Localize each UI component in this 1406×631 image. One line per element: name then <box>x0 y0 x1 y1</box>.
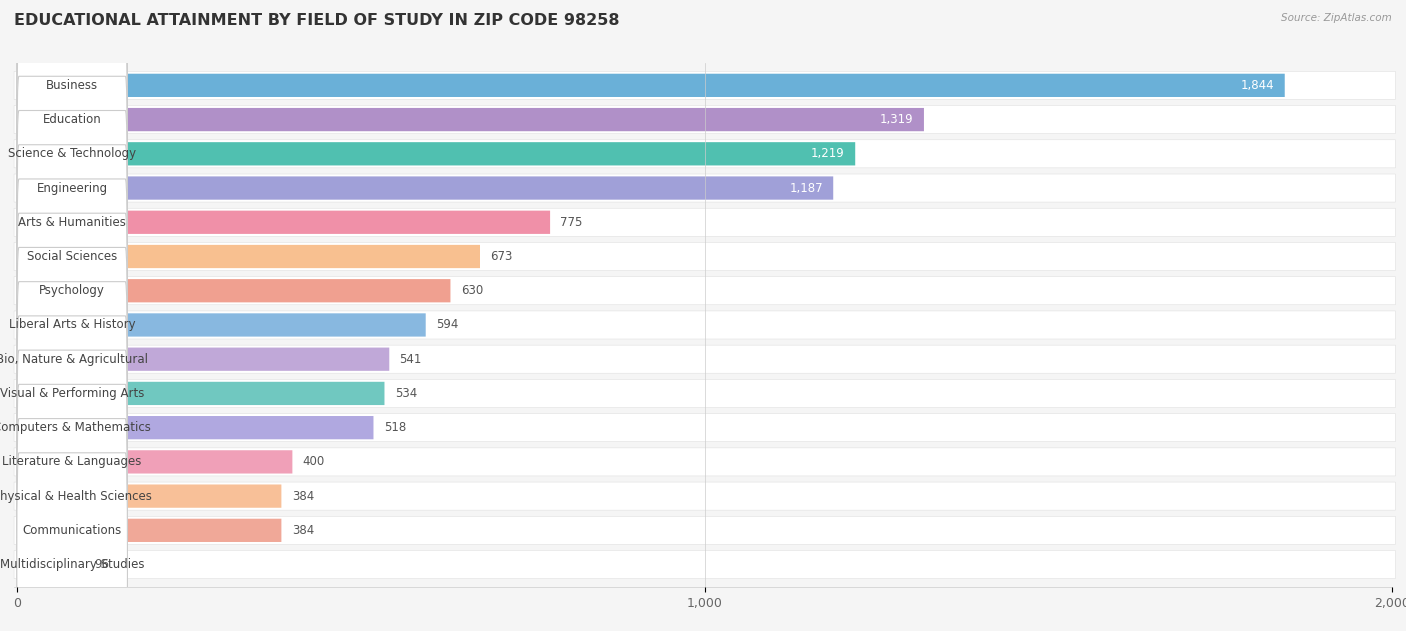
Text: Engineering: Engineering <box>37 182 108 194</box>
Text: 384: 384 <box>291 524 314 537</box>
Text: Source: ZipAtlas.com: Source: ZipAtlas.com <box>1281 13 1392 23</box>
FancyBboxPatch shape <box>14 448 1395 476</box>
Text: Visual & Performing Arts: Visual & Performing Arts <box>0 387 145 400</box>
FancyBboxPatch shape <box>14 311 1395 339</box>
FancyBboxPatch shape <box>17 108 924 131</box>
FancyBboxPatch shape <box>14 482 1395 510</box>
FancyBboxPatch shape <box>17 485 281 508</box>
Text: 630: 630 <box>461 284 484 297</box>
Text: Physical & Health Sciences: Physical & Health Sciences <box>0 490 152 503</box>
Text: 384: 384 <box>291 490 314 503</box>
FancyBboxPatch shape <box>17 350 128 574</box>
Text: 534: 534 <box>395 387 418 400</box>
FancyBboxPatch shape <box>17 418 128 631</box>
FancyBboxPatch shape <box>14 345 1395 373</box>
Text: 594: 594 <box>436 319 458 331</box>
FancyBboxPatch shape <box>14 208 1395 236</box>
Text: Business: Business <box>46 79 98 92</box>
FancyBboxPatch shape <box>17 42 128 266</box>
FancyBboxPatch shape <box>14 414 1395 442</box>
Text: Liberal Arts & History: Liberal Arts & History <box>8 319 135 331</box>
FancyBboxPatch shape <box>17 382 384 405</box>
FancyBboxPatch shape <box>17 0 128 197</box>
FancyBboxPatch shape <box>17 76 128 300</box>
Text: Multidisciplinary Studies: Multidisciplinary Studies <box>0 558 145 571</box>
FancyBboxPatch shape <box>14 105 1395 134</box>
Text: EDUCATIONAL ATTAINMENT BY FIELD OF STUDY IN ZIP CODE 98258: EDUCATIONAL ATTAINMENT BY FIELD OF STUDY… <box>14 13 620 28</box>
FancyBboxPatch shape <box>17 247 128 471</box>
Text: 1,187: 1,187 <box>789 182 823 194</box>
FancyBboxPatch shape <box>17 451 292 473</box>
Text: 1,319: 1,319 <box>880 113 914 126</box>
FancyBboxPatch shape <box>17 8 128 232</box>
Text: Communications: Communications <box>22 524 122 537</box>
FancyBboxPatch shape <box>17 348 389 371</box>
FancyBboxPatch shape <box>14 71 1395 100</box>
Text: Computers & Mathematics: Computers & Mathematics <box>0 421 150 434</box>
Text: 1,219: 1,219 <box>811 147 845 160</box>
FancyBboxPatch shape <box>17 519 281 542</box>
FancyBboxPatch shape <box>14 140 1395 168</box>
FancyBboxPatch shape <box>17 245 479 268</box>
FancyBboxPatch shape <box>14 277 1395 305</box>
FancyBboxPatch shape <box>17 211 550 234</box>
FancyBboxPatch shape <box>14 242 1395 271</box>
FancyBboxPatch shape <box>17 384 128 608</box>
FancyBboxPatch shape <box>14 550 1395 579</box>
FancyBboxPatch shape <box>17 416 374 439</box>
FancyBboxPatch shape <box>17 281 128 505</box>
FancyBboxPatch shape <box>17 144 128 369</box>
FancyBboxPatch shape <box>17 74 1285 97</box>
FancyBboxPatch shape <box>14 379 1395 408</box>
FancyBboxPatch shape <box>17 142 855 165</box>
FancyBboxPatch shape <box>17 177 834 199</box>
FancyBboxPatch shape <box>17 453 128 631</box>
Text: Arts & Humanities: Arts & Humanities <box>18 216 127 229</box>
Text: 400: 400 <box>302 456 325 468</box>
Text: 673: 673 <box>491 250 513 263</box>
Text: Bio, Nature & Agricultural: Bio, Nature & Agricultural <box>0 353 148 366</box>
FancyBboxPatch shape <box>17 553 83 576</box>
Text: Psychology: Psychology <box>39 284 105 297</box>
Text: 518: 518 <box>384 421 406 434</box>
FancyBboxPatch shape <box>14 516 1395 545</box>
FancyBboxPatch shape <box>17 314 426 336</box>
Text: Science & Technology: Science & Technology <box>8 147 136 160</box>
FancyBboxPatch shape <box>14 174 1395 202</box>
Text: Social Sciences: Social Sciences <box>27 250 117 263</box>
FancyBboxPatch shape <box>17 213 128 437</box>
FancyBboxPatch shape <box>17 316 128 540</box>
Text: 1,844: 1,844 <box>1241 79 1274 92</box>
FancyBboxPatch shape <box>17 279 450 302</box>
FancyBboxPatch shape <box>17 110 128 334</box>
Text: Education: Education <box>42 113 101 126</box>
Text: Literature & Languages: Literature & Languages <box>3 456 142 468</box>
FancyBboxPatch shape <box>17 179 128 403</box>
Text: 541: 541 <box>399 353 422 366</box>
Text: 96: 96 <box>94 558 108 571</box>
Text: 775: 775 <box>561 216 582 229</box>
